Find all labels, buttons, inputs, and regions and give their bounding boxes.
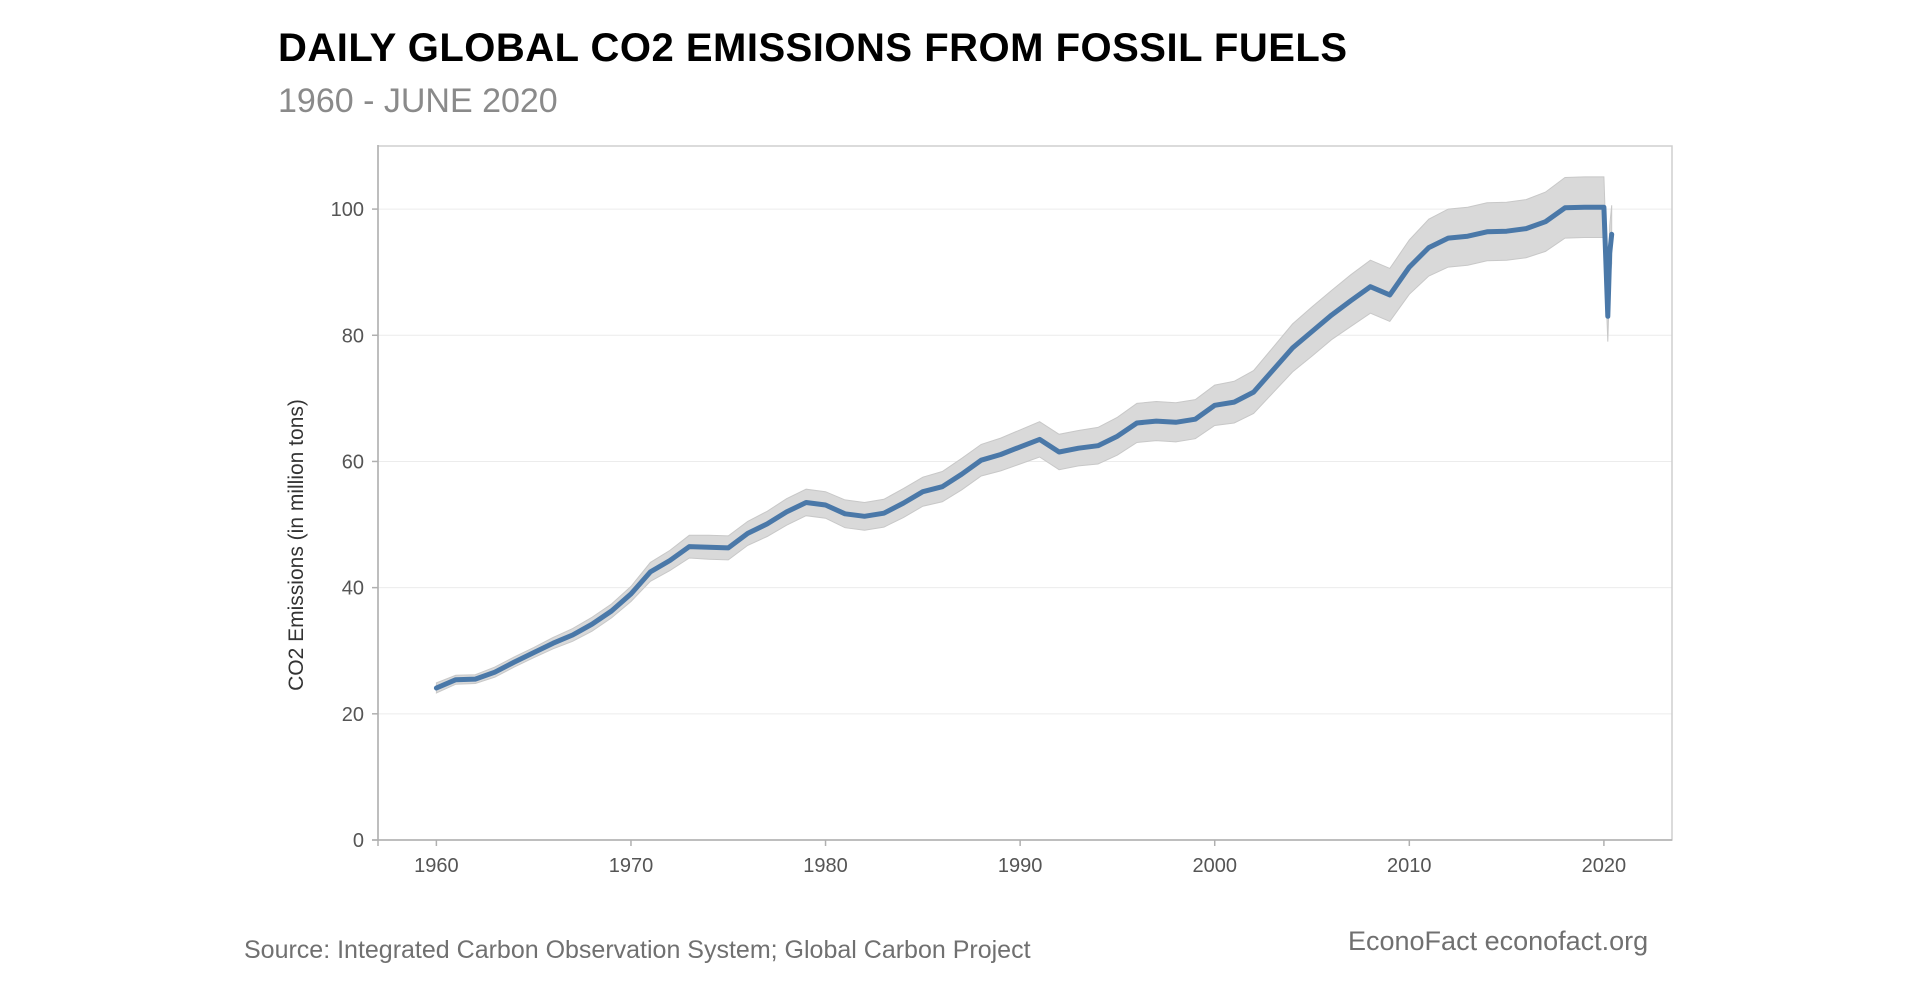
- x-tick-label-1990: 1990: [998, 855, 1043, 877]
- confidence-band: [435, 176, 1613, 694]
- x-tick-label-2000: 2000: [1192, 855, 1237, 877]
- y-tick-label-60: 60: [342, 451, 364, 473]
- x-tick-label-1970: 1970: [609, 855, 654, 877]
- y-tick-label-80: 80: [342, 325, 364, 347]
- y-tick-label-100: 100: [331, 199, 364, 221]
- chart-title: DAILY GLOBAL CO2 EMISSIONS FROM FOSSIL F…: [278, 26, 1348, 70]
- y-tick-label-40: 40: [342, 578, 364, 600]
- tick-labels: 0 20 40 60 80 100 1960 1970 1980 1990 2000 2010 2020: [331, 199, 1627, 877]
- brand-credit: EconoFact econofact.org: [1348, 926, 1649, 956]
- y-tick-label-0: 0: [353, 830, 364, 852]
- x-tick-label-2010: 2010: [1387, 855, 1432, 877]
- source-note: Source: Integrated Carbon Observation Sy…: [244, 936, 1031, 964]
- chart-subtitle: 1960 - JUNE 2020: [278, 82, 558, 120]
- x-tick-label-2020: 2020: [1582, 855, 1627, 877]
- y-tick-label-20: 20: [342, 704, 364, 726]
- y-axis-label: CO2 Emissions (in million tons): [285, 399, 308, 691]
- x-tick-label-1980: 1980: [803, 855, 848, 877]
- x-tick-label-1960: 1960: [414, 855, 459, 877]
- axes: [372, 145, 1673, 846]
- series-line: [433, 204, 1615, 691]
